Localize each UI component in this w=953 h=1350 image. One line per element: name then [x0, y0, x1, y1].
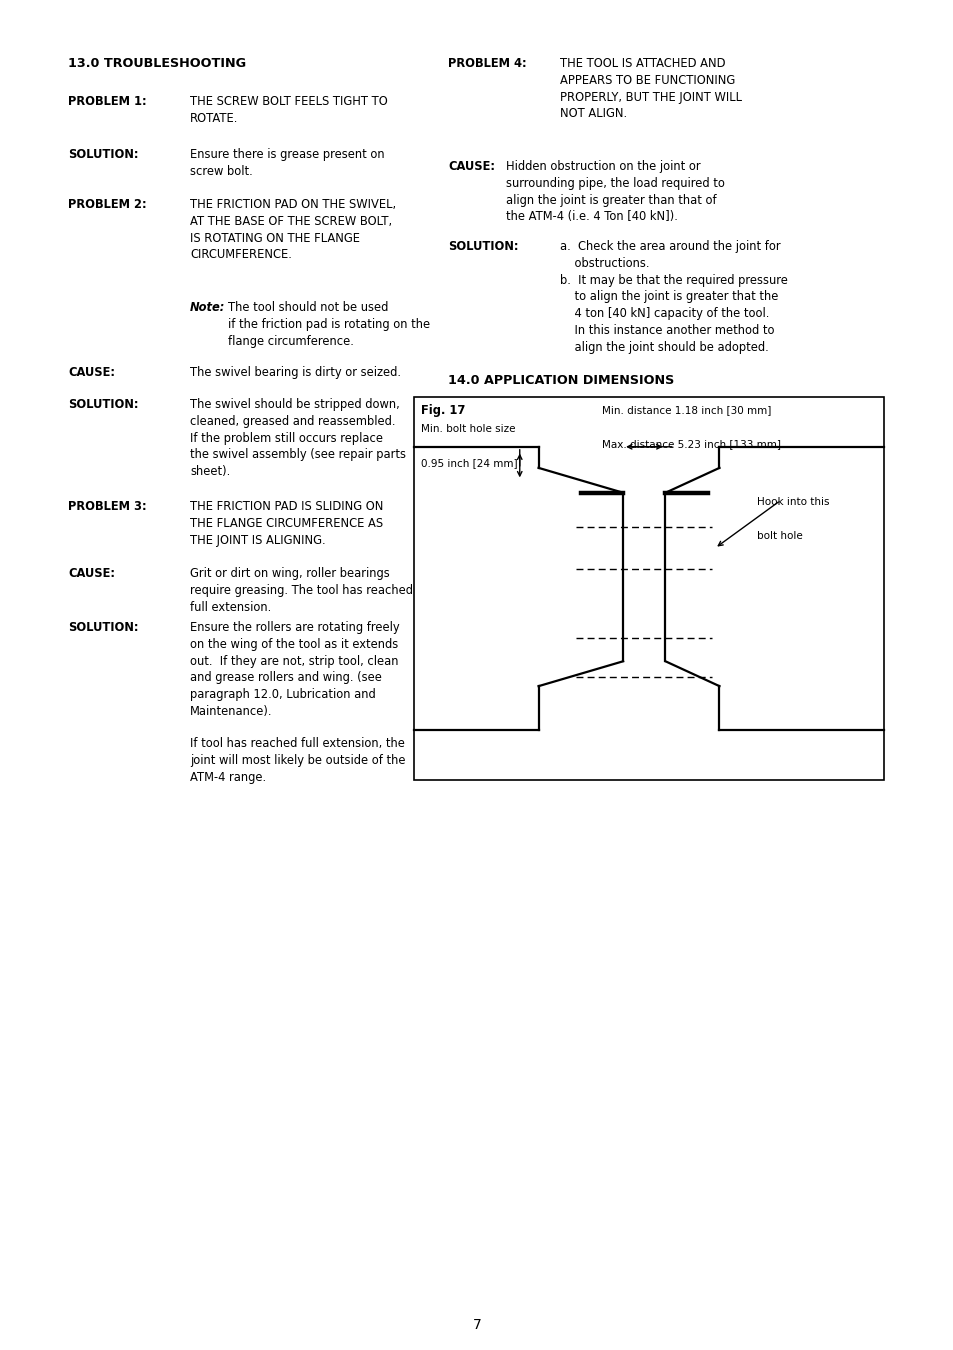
Text: SOLUTION:: SOLUTION:	[68, 398, 138, 410]
Text: Min. distance 1.18 inch [30 mm]: Min. distance 1.18 inch [30 mm]	[601, 405, 771, 414]
Text: Max. distance 5.23 inch [133 mm]: Max. distance 5.23 inch [133 mm]	[601, 439, 781, 450]
Text: CAUSE:: CAUSE:	[68, 366, 115, 379]
Text: If tool has reached full extension, the
joint will most likely be outside of the: If tool has reached full extension, the …	[190, 737, 405, 783]
Text: SOLUTION:: SOLUTION:	[68, 148, 138, 161]
Text: SOLUTION:: SOLUTION:	[68, 621, 138, 634]
Text: 7: 7	[472, 1318, 481, 1332]
Bar	[414, 397, 883, 780]
Text: THE SCREW BOLT FEELS TIGHT TO
ROTATE.: THE SCREW BOLT FEELS TIGHT TO ROTATE.	[190, 95, 387, 124]
Text: Ensure there is grease present on
screw bolt.: Ensure there is grease present on screw …	[190, 148, 384, 178]
Text: THE FRICTION PAD IS SLIDING ON
THE FLANGE CIRCUMFERENCE AS
THE JOINT IS ALIGNING: THE FRICTION PAD IS SLIDING ON THE FLANG…	[190, 500, 383, 547]
Text: The tool should not be used
if the friction pad is rotating on the
flange circum: The tool should not be used if the frict…	[228, 301, 430, 347]
Text: 13.0 TROUBLESHOOTING: 13.0 TROUBLESHOOTING	[68, 57, 246, 70]
Text: Hook into this: Hook into this	[757, 497, 829, 506]
Text: Ensure the rollers are rotating freely
on the wing of the tool as it extends
out: Ensure the rollers are rotating freely o…	[190, 621, 399, 718]
Text: Grit or dirt on wing, roller bearings
require greasing. The tool has reached
ful: Grit or dirt on wing, roller bearings re…	[190, 567, 413, 614]
Text: The swivel bearing is dirty or seized.: The swivel bearing is dirty or seized.	[190, 366, 400, 379]
Text: Hidden obstruction on the joint or
surrounding pipe, the load required to
align : Hidden obstruction on the joint or surro…	[505, 161, 724, 223]
Text: Min. bolt hole size: Min. bolt hole size	[420, 424, 515, 433]
Text: THE FRICTION PAD ON THE SWIVEL,
AT THE BASE OF THE SCREW BOLT,
IS ROTATING ON TH: THE FRICTION PAD ON THE SWIVEL, AT THE B…	[190, 198, 395, 262]
Text: PROBLEM 3:: PROBLEM 3:	[68, 500, 147, 513]
Text: The swivel should be stripped down,
cleaned, greased and reassembled.
If the pro: The swivel should be stripped down, clea…	[190, 398, 406, 478]
Text: Note:: Note:	[190, 301, 225, 315]
Text: 0.95 inch [24 mm]: 0.95 inch [24 mm]	[420, 458, 517, 468]
Text: CAUSE:: CAUSE:	[448, 161, 495, 173]
Text: Fig. 17: Fig. 17	[420, 404, 465, 417]
Text: a.  Check the area around the joint for
    obstructions.
b.  It may be that the: a. Check the area around the joint for o…	[559, 240, 787, 354]
Text: PROBLEM 1:: PROBLEM 1:	[68, 95, 147, 108]
Text: 14.0 APPLICATION DIMENSIONS: 14.0 APPLICATION DIMENSIONS	[448, 374, 674, 387]
Text: PROBLEM 2:: PROBLEM 2:	[68, 198, 147, 211]
Text: bolt hole: bolt hole	[757, 531, 802, 541]
Text: SOLUTION:: SOLUTION:	[448, 240, 518, 252]
Text: THE TOOL IS ATTACHED AND
APPEARS TO BE FUNCTIONING
PROPERLY, BUT THE JOINT WILL
: THE TOOL IS ATTACHED AND APPEARS TO BE F…	[559, 57, 741, 120]
Text: CAUSE:: CAUSE:	[68, 567, 115, 580]
Text: PROBLEM 4:: PROBLEM 4:	[448, 57, 526, 70]
